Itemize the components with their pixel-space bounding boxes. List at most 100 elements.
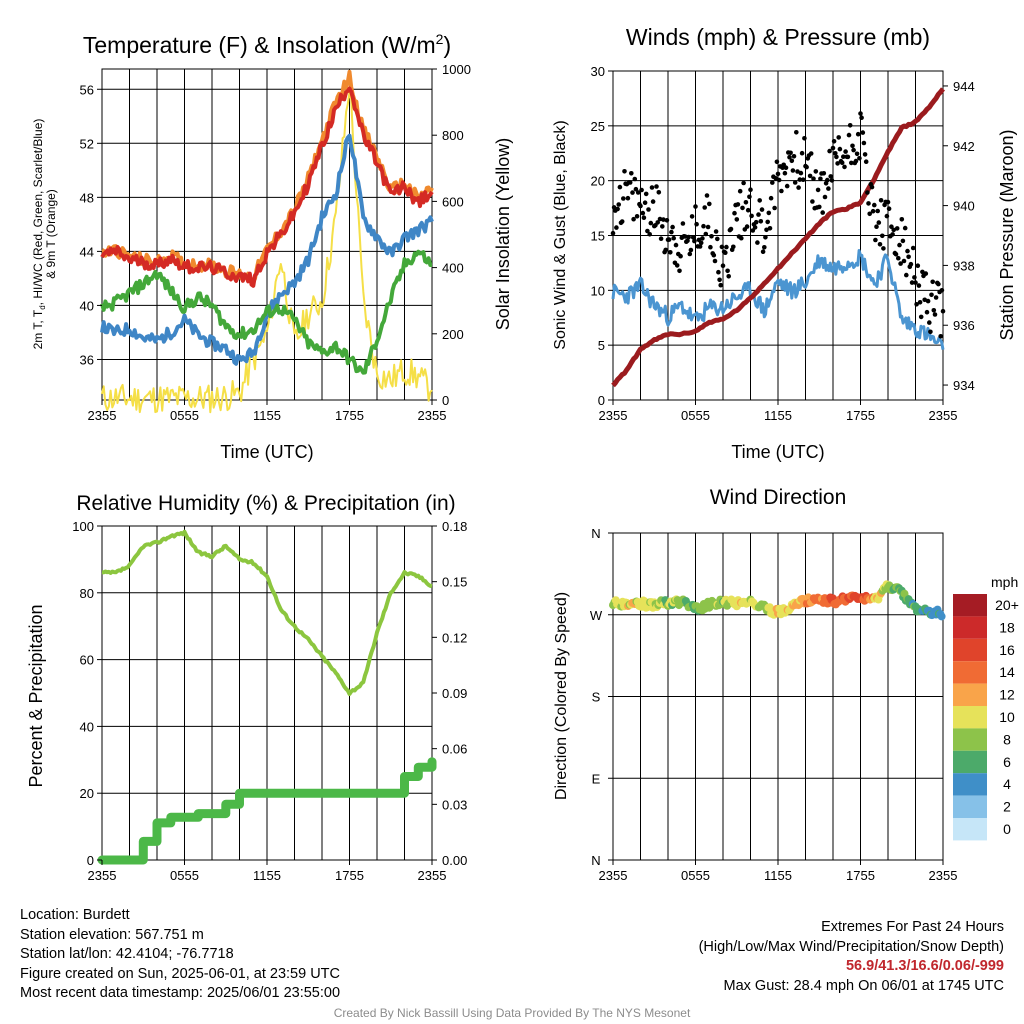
x-tick-label: 2355 xyxy=(599,408,628,423)
wind-y-left-ticks: 0 5 10 15 20 25 30 xyxy=(591,64,613,408)
gust-point xyxy=(811,176,816,181)
gust-point xyxy=(686,234,691,240)
gust-point xyxy=(648,220,654,226)
x-tick-label: 2355 xyxy=(418,408,447,423)
y-right-tick-label: 400 xyxy=(442,261,464,276)
gust-point xyxy=(901,258,907,264)
x-tick-label: 1755 xyxy=(335,408,364,423)
gust-point xyxy=(877,242,883,247)
gust-point xyxy=(702,205,707,210)
gust-point xyxy=(723,250,728,255)
gust-point xyxy=(658,236,664,241)
gust-point xyxy=(870,208,876,214)
gust-point xyxy=(847,123,853,128)
humidity-y-left-ticks: 0 20 40 60 80 100 xyxy=(72,519,102,868)
gust-point xyxy=(625,195,631,201)
gust-point xyxy=(876,220,882,225)
gust-point xyxy=(842,164,847,170)
gust-point xyxy=(690,235,696,240)
y-right-tick-label: 934 xyxy=(953,378,975,393)
colorbar-label: 18 xyxy=(999,619,1015,635)
gust-point xyxy=(734,217,740,222)
gust-point xyxy=(828,174,833,179)
gust-point xyxy=(664,218,670,223)
gust-point xyxy=(698,240,704,246)
y-tick-label: 20 xyxy=(591,174,605,189)
figure-created: Figure created on Sun, 2025-06-01, at 23… xyxy=(20,965,340,982)
direction-y-label: Direction (Colored By Speed) xyxy=(553,592,570,800)
gust-point xyxy=(936,281,941,287)
gust-point xyxy=(831,139,837,144)
x-tick-label: 1155 xyxy=(764,408,792,423)
y-right-tick-label: 0.03 xyxy=(442,797,467,812)
gust-point xyxy=(880,233,885,239)
gust-point xyxy=(790,168,796,173)
humidity-x-ticks: 2355 0555 1155 1755 2355 xyxy=(88,860,446,883)
temperature-x-label: Time (UTC) xyxy=(220,442,313,462)
y-tick-label: 10 xyxy=(591,283,605,298)
y-tick-label: 40 xyxy=(80,298,94,313)
gust-point xyxy=(929,292,934,298)
gust-point xyxy=(643,191,649,197)
gust-point xyxy=(616,202,621,207)
gust-point xyxy=(748,187,753,192)
gust-point xyxy=(884,213,890,219)
colorbar-label: 2 xyxy=(1003,799,1011,815)
y-right-tick-label: 600 xyxy=(442,194,464,209)
gust-point xyxy=(836,135,841,140)
colorbar-swatch xyxy=(953,594,987,617)
temperature-panel: Temperature (F) & Insolation (W/m2) 2355… xyxy=(31,31,513,462)
gust-point xyxy=(857,156,862,161)
gust-point xyxy=(654,184,659,189)
y-tick-label: 80 xyxy=(80,586,94,601)
wind-grid xyxy=(613,71,943,400)
x-tick-label: 0555 xyxy=(681,868,710,883)
gust-point xyxy=(932,312,938,317)
gust-point xyxy=(635,190,641,195)
gust-point xyxy=(724,244,729,250)
gust-point xyxy=(810,199,815,204)
gust-point xyxy=(863,159,869,164)
colorbar-swatch xyxy=(953,773,987,796)
gust-point xyxy=(913,280,918,285)
gust-point xyxy=(899,217,905,222)
gust-point xyxy=(678,253,683,259)
gust-point xyxy=(650,199,656,204)
gust-point xyxy=(629,171,634,176)
gust-point xyxy=(697,244,703,249)
gust-point xyxy=(893,251,899,257)
gust-point xyxy=(881,246,886,251)
gust-point xyxy=(692,238,697,244)
gust-point xyxy=(773,176,778,181)
gust-point xyxy=(815,187,821,193)
colorbar-label: 16 xyxy=(999,642,1015,658)
gust-point xyxy=(694,221,699,227)
wind-series xyxy=(610,87,946,388)
gust-point xyxy=(764,227,769,233)
recent-timestamp: Most recent data timestamp: 2025/06/01 2… xyxy=(20,985,341,1001)
gust-point xyxy=(820,210,825,215)
gust-point xyxy=(657,216,663,222)
gust-point xyxy=(614,225,619,230)
precipitation-line xyxy=(97,757,437,865)
gust-point xyxy=(822,194,828,200)
gust-point xyxy=(687,251,693,257)
gust-point xyxy=(859,115,864,120)
max-gust: Max Gust: 28.4 mph On 06/01 at 1745 UTC xyxy=(723,977,1004,994)
gust-point xyxy=(878,198,884,203)
gust-point xyxy=(731,244,736,250)
y-tick-label: E xyxy=(592,771,601,786)
humidity-y-left-label: Percent & Precipitation xyxy=(26,604,46,787)
wind-panel: Winds (mph) & Pressure (mb) 2355 0555 1155… xyxy=(552,24,1017,462)
dewpoint-line xyxy=(100,249,433,375)
station-pressure-line xyxy=(611,87,945,388)
gust-point xyxy=(916,283,922,288)
gust-point xyxy=(709,234,714,239)
gust-point xyxy=(808,151,814,156)
gust-point xyxy=(933,295,939,300)
gust-point xyxy=(908,261,914,267)
gust-point xyxy=(641,215,647,220)
gust-point xyxy=(914,302,919,307)
gust-point xyxy=(767,226,773,231)
extremes-info: Extremes For Past 24 Hours (High/Low/Max… xyxy=(699,918,1004,996)
